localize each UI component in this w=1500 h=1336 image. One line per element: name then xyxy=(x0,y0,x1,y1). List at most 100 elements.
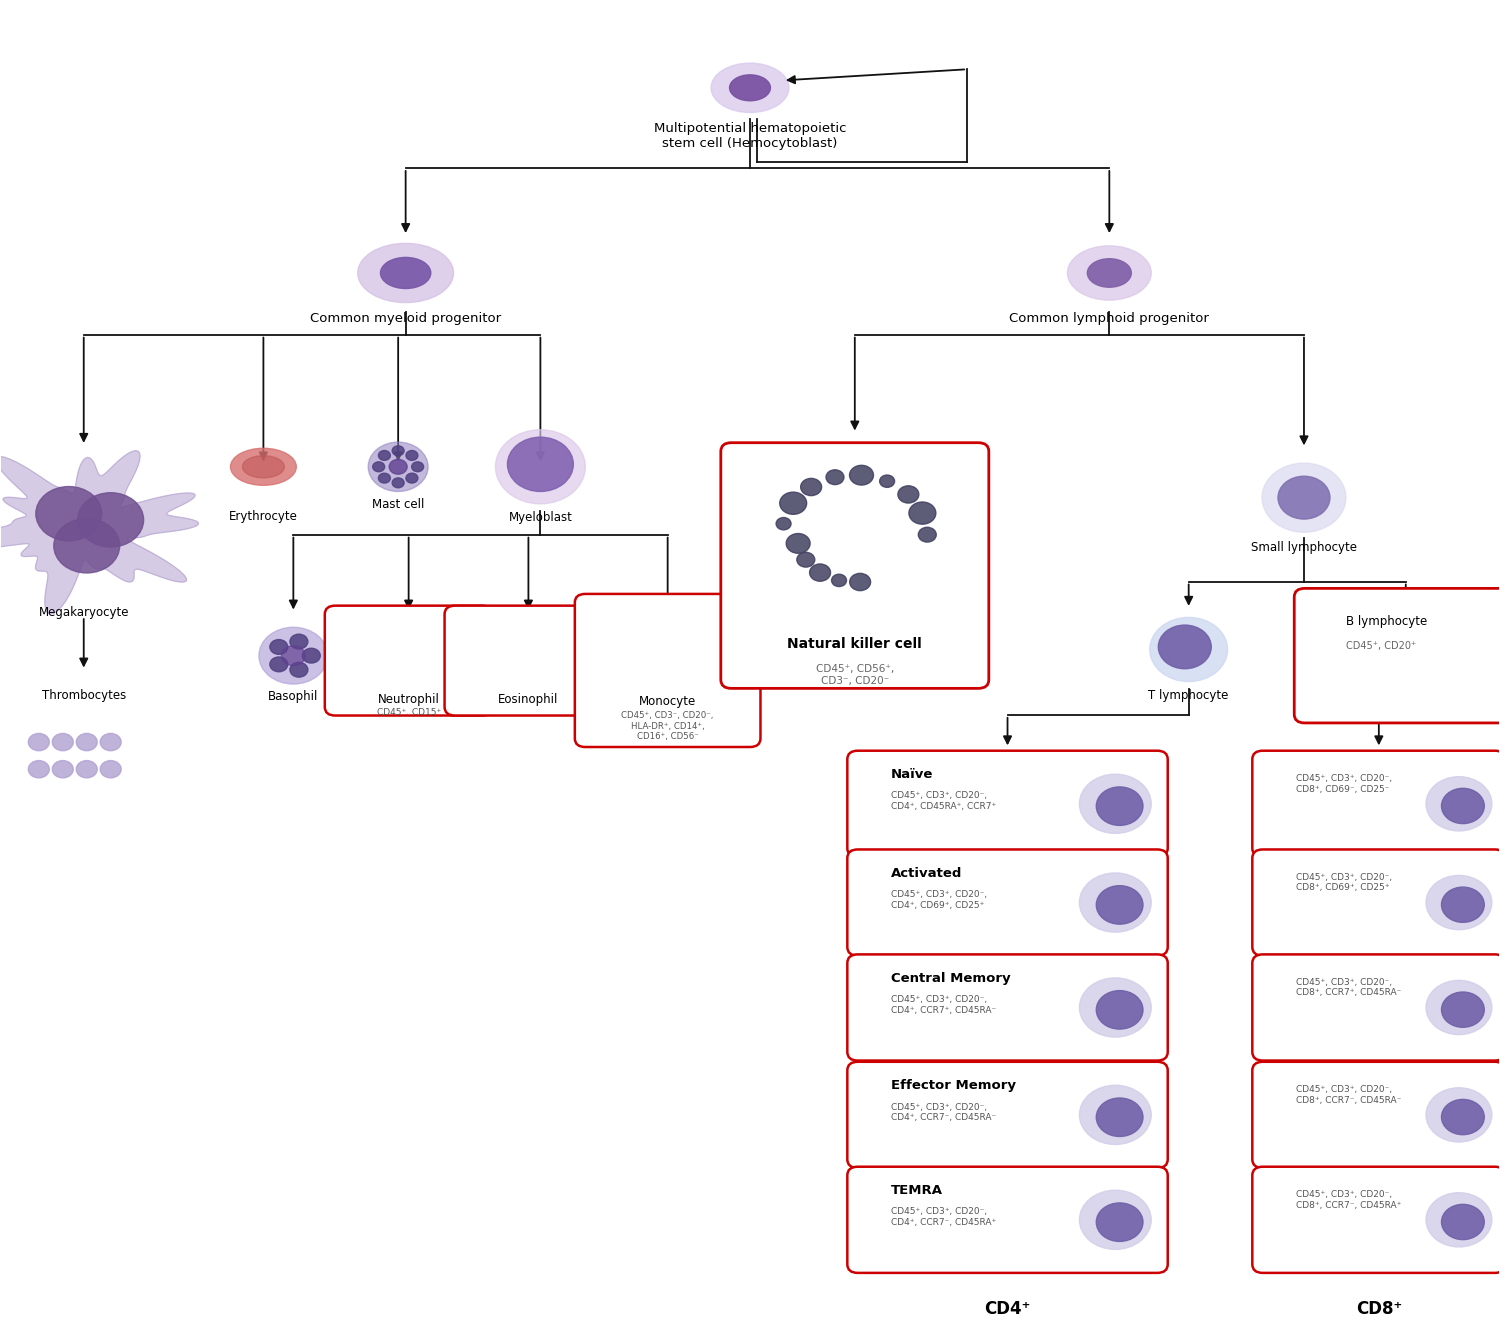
Circle shape xyxy=(78,493,144,546)
Text: Central Memory: Central Memory xyxy=(891,971,1011,985)
Circle shape xyxy=(290,663,308,677)
Text: Thrombocytes: Thrombocytes xyxy=(42,689,126,701)
Ellipse shape xyxy=(729,75,771,100)
Circle shape xyxy=(516,633,531,647)
Circle shape xyxy=(402,659,426,677)
Circle shape xyxy=(100,760,122,778)
Circle shape xyxy=(1096,1098,1143,1137)
Circle shape xyxy=(1150,617,1227,681)
Circle shape xyxy=(1426,776,1492,831)
Circle shape xyxy=(504,656,519,669)
Circle shape xyxy=(490,625,566,687)
Circle shape xyxy=(909,502,936,524)
Circle shape xyxy=(260,628,328,684)
Circle shape xyxy=(1080,1190,1152,1249)
Circle shape xyxy=(1442,1100,1485,1134)
Ellipse shape xyxy=(1068,246,1152,301)
Text: CD45⁺, CD3⁺, CD20⁻,
CD4⁺, CCR7⁻, CD45RA⁺: CD45⁺, CD3⁺, CD20⁻, CD4⁺, CCR7⁻, CD45RA⁺ xyxy=(891,1208,996,1226)
Circle shape xyxy=(368,442,428,492)
Circle shape xyxy=(507,437,573,492)
Circle shape xyxy=(879,476,894,488)
Circle shape xyxy=(504,643,519,655)
Circle shape xyxy=(76,760,98,778)
FancyBboxPatch shape xyxy=(574,595,760,747)
Text: Erythrocyte: Erythrocyte xyxy=(230,510,298,522)
Circle shape xyxy=(1158,625,1212,669)
FancyBboxPatch shape xyxy=(722,442,988,688)
Text: CD4⁺: CD4⁺ xyxy=(984,1300,1030,1319)
Circle shape xyxy=(270,640,288,655)
FancyBboxPatch shape xyxy=(847,850,1167,955)
Text: Megakaryocyte: Megakaryocyte xyxy=(39,607,129,620)
Circle shape xyxy=(1080,774,1152,834)
Text: B lymphocyte: B lymphocyte xyxy=(1346,615,1426,628)
Text: Basophil: Basophil xyxy=(268,691,318,703)
Text: CD45⁺, CD20⁺: CD45⁺, CD20⁺ xyxy=(1346,641,1416,651)
Circle shape xyxy=(772,466,938,603)
Circle shape xyxy=(525,644,552,667)
Text: CD45⁺, CD3⁺, CD20⁻,
CD8⁺, CD69⁻, CD25⁻: CD45⁺, CD3⁺, CD20⁻, CD8⁺, CD69⁻, CD25⁻ xyxy=(1296,774,1392,794)
Circle shape xyxy=(1096,990,1143,1029)
Ellipse shape xyxy=(231,449,297,485)
Ellipse shape xyxy=(711,63,789,112)
Text: CD45⁺, CD56⁺,
CD3⁻, CD20⁻: CD45⁺, CD56⁺, CD3⁻, CD20⁻ xyxy=(816,664,894,685)
Circle shape xyxy=(918,528,936,542)
Text: Natural killer cell: Natural killer cell xyxy=(788,637,922,651)
FancyBboxPatch shape xyxy=(326,605,492,716)
Circle shape xyxy=(1426,1193,1492,1246)
FancyBboxPatch shape xyxy=(1252,1062,1500,1168)
Ellipse shape xyxy=(1088,259,1131,287)
FancyBboxPatch shape xyxy=(1294,588,1500,723)
Text: Small lymphocyte: Small lymphocyte xyxy=(1251,541,1358,554)
FancyBboxPatch shape xyxy=(1252,954,1500,1061)
Circle shape xyxy=(370,625,446,687)
FancyBboxPatch shape xyxy=(1252,1166,1500,1273)
Circle shape xyxy=(532,637,548,649)
Text: Common lymphoid progenitor: Common lymphoid progenitor xyxy=(1010,313,1209,326)
Circle shape xyxy=(1442,887,1485,922)
Text: Monocyte: Monocyte xyxy=(639,695,696,708)
FancyBboxPatch shape xyxy=(1252,751,1500,856)
Circle shape xyxy=(504,644,531,667)
Circle shape xyxy=(849,465,873,485)
Text: CD45⁺, CD3⁺, CD20⁻,
CD8⁺, CCR7⁻, CD45RA⁺: CD45⁺, CD3⁺, CD20⁻, CD8⁺, CCR7⁻, CD45RA⁺ xyxy=(1296,1190,1401,1209)
Circle shape xyxy=(378,450,390,461)
Text: Effector Memory: Effector Memory xyxy=(891,1079,1016,1092)
Circle shape xyxy=(392,446,404,456)
Circle shape xyxy=(282,645,306,665)
Circle shape xyxy=(392,478,404,488)
Circle shape xyxy=(1389,611,1488,692)
Text: CD45⁺, CD3⁻, CD20⁻,
HLA-DR⁺, CD14⁺,
CD16⁺, CD56⁻: CD45⁺, CD3⁻, CD20⁻, HLA-DR⁺, CD14⁺, CD16… xyxy=(621,711,714,741)
Circle shape xyxy=(270,657,288,672)
Circle shape xyxy=(540,649,555,661)
Circle shape xyxy=(786,533,810,553)
FancyBboxPatch shape xyxy=(847,1166,1167,1273)
Circle shape xyxy=(1426,875,1492,930)
Text: CD45⁺, CD3⁺, CD20⁻,
CD4⁺, CD45RA⁺, CCR7⁺: CD45⁺, CD3⁺, CD20⁻, CD4⁺, CD45RA⁺, CCR7⁺ xyxy=(891,791,996,811)
Circle shape xyxy=(495,430,585,504)
Polygon shape xyxy=(0,450,198,615)
Circle shape xyxy=(1408,625,1478,683)
Circle shape xyxy=(411,462,423,472)
Circle shape xyxy=(406,473,418,484)
Text: CD45⁺, CD3⁺, CD20⁻,
CD4⁺, CCR7⁻, CD45RA⁻: CD45⁺, CD3⁺, CD20⁻, CD4⁺, CCR7⁻, CD45RA⁻ xyxy=(891,1102,996,1122)
Circle shape xyxy=(776,517,790,530)
Circle shape xyxy=(796,552,814,566)
FancyBboxPatch shape xyxy=(847,1062,1167,1168)
Circle shape xyxy=(290,635,308,649)
Circle shape xyxy=(388,460,406,474)
Circle shape xyxy=(378,637,408,661)
Text: Eosinophil: Eosinophil xyxy=(498,692,558,705)
Circle shape xyxy=(54,518,120,573)
Circle shape xyxy=(1442,993,1485,1027)
Circle shape xyxy=(76,733,98,751)
Circle shape xyxy=(53,760,74,778)
Circle shape xyxy=(827,470,844,485)
FancyBboxPatch shape xyxy=(847,954,1167,1061)
Circle shape xyxy=(849,573,870,591)
Text: CD45⁺, CD3⁺, CD20⁻,
CD8⁺, CCR7⁻, CD45RA⁻: CD45⁺, CD3⁺, CD20⁻, CD8⁺, CCR7⁻, CD45RA⁻ xyxy=(1296,1085,1401,1105)
Circle shape xyxy=(28,760,50,778)
Circle shape xyxy=(1096,886,1143,925)
Circle shape xyxy=(413,644,440,667)
Ellipse shape xyxy=(381,258,430,289)
